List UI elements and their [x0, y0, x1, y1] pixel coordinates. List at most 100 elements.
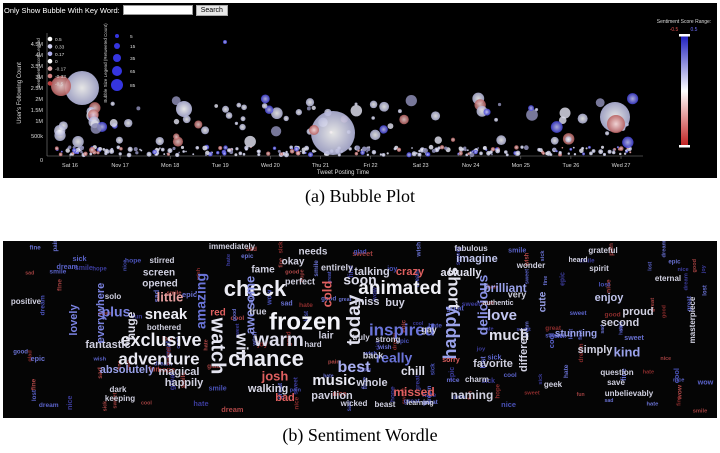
- wordle-word: bothered: [147, 323, 181, 332]
- wordle-word: cute: [538, 291, 549, 312]
- wordle-filler-word: great: [339, 297, 352, 303]
- wordle-filler-word: lost: [304, 311, 310, 322]
- bubble: [54, 125, 66, 137]
- bubble: [486, 150, 491, 156]
- wordle-filler-word: joy: [256, 340, 267, 348]
- wordle-filler-word: wish: [252, 331, 259, 346]
- bubble: [283, 115, 289, 122]
- bubble: [577, 113, 588, 124]
- wordle-word: absolutely: [100, 364, 155, 376]
- wordle-filler-word: sweet: [401, 388, 407, 404]
- bubble: [305, 98, 315, 107]
- search-button[interactable]: Search: [195, 4, 228, 16]
- wordle-filler-word: wish: [377, 345, 392, 351]
- wordle-filler-word: glad: [354, 248, 367, 255]
- bubble: [266, 151, 271, 156]
- bubble: [618, 146, 624, 151]
- bubble: [587, 145, 591, 149]
- wordle-filler-word: sick: [277, 241, 284, 254]
- bubble: [573, 152, 577, 156]
- y-tick-label: 3M: [35, 75, 43, 81]
- wordle-word: learning: [406, 400, 433, 407]
- wordle-word: back: [363, 350, 385, 360]
- wordle-filler-word: dream: [221, 405, 244, 414]
- bubble: [309, 125, 319, 135]
- bubble: [406, 152, 412, 158]
- bubble: [155, 136, 164, 146]
- bubble: [515, 150, 521, 156]
- keyword-input[interactable]: [122, 5, 193, 15]
- wordle-word: today: [344, 294, 365, 345]
- wordle-filler-word: sick: [538, 373, 544, 385]
- bubble: [369, 100, 378, 109]
- score-legend-label: 0: [55, 59, 58, 65]
- bubble: [80, 150, 83, 154]
- bubble: [280, 152, 284, 156]
- wordle-filler-word: nice: [660, 356, 671, 362]
- bubble: [76, 151, 80, 155]
- bubble: [422, 148, 428, 154]
- score-legend-swatch: [47, 36, 53, 42]
- bubble: [222, 105, 230, 113]
- bubble: [241, 104, 247, 111]
- wordle-word: much: [489, 327, 529, 344]
- wordle-filler-word: dream: [392, 332, 398, 350]
- wordle-filler-word: sweet: [570, 310, 587, 317]
- wordle-filler-word: fine: [117, 361, 123, 370]
- bubble: [428, 144, 434, 150]
- wordle-filler-word: sad: [619, 321, 625, 331]
- bubble: [623, 152, 627, 155]
- bubble: [289, 148, 295, 154]
- wordle-filler-word: epic: [559, 272, 566, 286]
- wordle-filler-word: hope: [92, 267, 107, 273]
- bubble: [238, 151, 243, 156]
- wordle-word: proud: [622, 306, 653, 318]
- bubble: [411, 151, 417, 157]
- bubble: [257, 152, 261, 157]
- bubble: [625, 149, 627, 152]
- wordle-filler-word: hate: [323, 373, 334, 379]
- caption-sentiment-wordle: (b) Sentiment Wordle: [282, 425, 438, 445]
- x-axis-title: Tweet Posting Time: [317, 170, 370, 176]
- bubble: [537, 147, 541, 152]
- wordle-filler-word: wow: [357, 367, 371, 373]
- wordle-filler-word: wow: [371, 286, 378, 302]
- bubble: [505, 153, 509, 157]
- bubble: [371, 150, 377, 155]
- wordle-word: talking: [354, 266, 389, 278]
- wordle-filler-word: dream: [57, 263, 78, 271]
- wordle-word: enjoy: [595, 292, 625, 304]
- bubble: [222, 151, 227, 156]
- bubble: [496, 135, 507, 146]
- size-legend-bubble: [114, 43, 120, 49]
- x-tick-label: Nov 24: [462, 163, 479, 169]
- bubble: [223, 145, 228, 150]
- wordle-filler-word: wish: [363, 351, 377, 357]
- bubble: [450, 137, 456, 142]
- bubble: [600, 145, 605, 149]
- bubble: [612, 148, 615, 152]
- bubble: [457, 152, 460, 155]
- wordle-filler-word: cool: [141, 401, 152, 407]
- wordle-word: crazy: [396, 266, 425, 278]
- wordle-filler-word: lost: [31, 390, 38, 401]
- bubble: [361, 146, 367, 152]
- wordle-filler-word: great: [404, 398, 421, 405]
- wordle-word: screen: [143, 268, 175, 279]
- wordle-word: exclusive: [120, 330, 201, 350]
- bubble: [139, 148, 141, 151]
- wordle-filler-word: great: [650, 298, 656, 312]
- bubble: [195, 146, 200, 150]
- wordle-filler-word: cool: [413, 321, 424, 327]
- wordle-word: opened: [142, 279, 178, 290]
- wordle-filler-word: sick: [540, 250, 546, 262]
- wordle-filler-word: sweet: [545, 333, 562, 339]
- wordle-word: chill: [401, 364, 425, 378]
- size-legend-label: 5: [130, 34, 133, 40]
- bubble: [565, 136, 572, 143]
- score-legend-swatch: [47, 51, 53, 57]
- wordle-filler-word: joy: [386, 266, 397, 273]
- bubble: [439, 145, 445, 150]
- bubble: [234, 153, 238, 157]
- bubble: [425, 152, 430, 157]
